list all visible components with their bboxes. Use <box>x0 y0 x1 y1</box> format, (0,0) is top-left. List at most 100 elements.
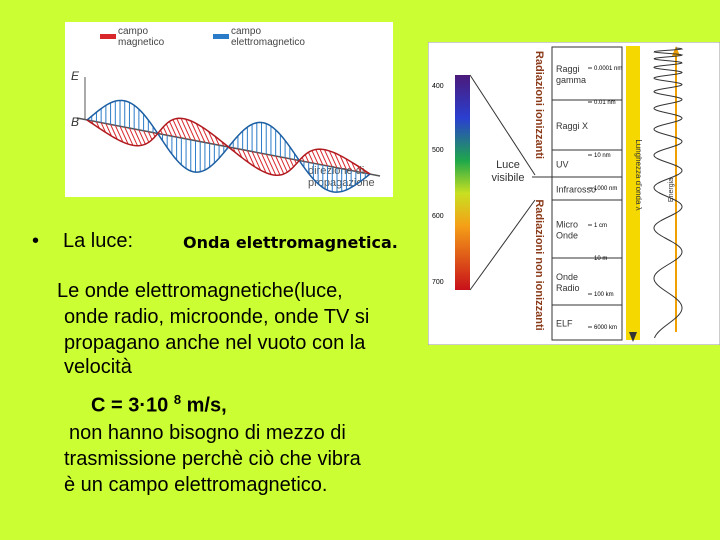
field-vector <box>324 149 333 168</box>
bullet-emphasis: Onda elettromagnetica. <box>183 233 398 252</box>
energy-label: Energia <box>668 178 675 202</box>
field-vector <box>351 162 357 172</box>
field-vector <box>185 118 196 141</box>
band-label: Onde <box>556 272 578 282</box>
b-wave <box>86 117 371 176</box>
field-vector <box>180 118 192 141</box>
nm-label: 600 <box>432 213 444 220</box>
field-vector <box>284 157 291 170</box>
field-vector <box>169 121 178 138</box>
bullet: • <box>32 230 40 252</box>
legend-swatch <box>213 34 229 39</box>
field-vector <box>162 126 168 136</box>
wavelength-arrowhead <box>629 332 637 342</box>
field-vector <box>311 150 319 165</box>
field-vector <box>176 118 187 140</box>
legend-label: campo <box>118 26 148 37</box>
wavelength-label: 6000 km <box>594 325 617 331</box>
field-vector <box>328 150 338 168</box>
field-vector <box>307 152 314 164</box>
field-vector <box>345 158 352 171</box>
wavelength-band <box>626 46 640 340</box>
frequency-wave <box>653 47 684 339</box>
nm-label: 700 <box>432 279 444 286</box>
b-label: B <box>71 115 79 129</box>
wavelength-axis-label: Lunghezza d'onda λ <box>634 139 643 210</box>
field-vector <box>124 126 134 146</box>
band-label: Onde <box>556 231 578 241</box>
field-vector <box>304 154 310 163</box>
field-vector <box>195 123 206 143</box>
field-vector <box>289 158 294 168</box>
paragraph-line: trasmissione perchè ciò che vibra <box>64 448 361 470</box>
band-label: Raggi X <box>556 121 588 131</box>
legend-label: campo <box>231 26 261 37</box>
field-vector <box>242 149 249 163</box>
wave-figure: campomagneticocampoelettromagneticoEBdir… <box>65 22 393 197</box>
field-vector <box>133 128 143 146</box>
band-cell <box>551 304 623 341</box>
connector <box>469 199 536 291</box>
field-vector <box>256 152 267 174</box>
field-vector <box>105 123 113 137</box>
connector <box>469 74 536 176</box>
field-vector <box>128 127 138 146</box>
field-vector <box>251 151 262 171</box>
band-label: Raggi <box>556 64 580 74</box>
field-vector <box>265 153 277 176</box>
visible-label: visibile <box>491 172 524 184</box>
field-vector <box>114 125 124 143</box>
nm-label: 500 <box>432 147 444 154</box>
legend-label: magnetico <box>118 37 165 48</box>
field-vector <box>214 136 220 146</box>
e-label: E <box>71 69 80 83</box>
field-vector <box>190 120 201 142</box>
paragraph-line: è un campo elettromagnetico. <box>64 474 328 496</box>
bullet-label: La luce: <box>63 230 134 252</box>
legend-swatch <box>100 34 116 39</box>
field-vector <box>270 154 281 176</box>
field-vector <box>110 124 118 140</box>
paragraph-line: propagano anche nel vuoto con la <box>64 332 366 354</box>
field-vector <box>237 148 243 158</box>
legend-label: elettromagnetico <box>231 37 305 48</box>
wavelength-label: 0.01 nm <box>594 100 616 106</box>
field-vector <box>334 152 343 169</box>
group-label: Radiazioni non ionizzanti <box>533 199 545 330</box>
paragraph-line: onde radio, microonde, onde TV si <box>64 306 370 328</box>
field-vector <box>319 148 329 167</box>
wavelength-label: 1000 nm <box>594 186 617 192</box>
nm-label: 400 <box>432 83 444 90</box>
paragraph-line: velocità <box>64 356 132 378</box>
wavelength-label: 10 nm <box>594 153 611 159</box>
field-vector <box>172 119 182 139</box>
field-vector <box>147 131 153 140</box>
wavelength-label: 1 cm <box>594 223 607 229</box>
formula-base: C = 3·10 <box>91 394 169 417</box>
band-label: gamma <box>556 75 586 85</box>
formula-exponent: 8 <box>173 392 182 407</box>
band-label: ELF <box>556 319 573 329</box>
visible-label: Luce <box>496 159 520 171</box>
field-vector <box>315 149 324 166</box>
formula: C = 3·10 8 m/s, <box>91 388 227 418</box>
paragraph-line: Le onde elettromagnetiche(luce, <box>57 280 343 302</box>
paragraph-line: non hanno bisogno di mezzo di <box>69 422 346 444</box>
field-vector <box>100 122 107 133</box>
wavelength-label: 100 km <box>594 292 614 298</box>
field-vector <box>201 126 211 144</box>
formula-unit: m/s, <box>186 394 227 417</box>
band-label: Infrarosso <box>556 185 596 195</box>
band-label: UV <box>556 160 569 170</box>
field-vector <box>138 129 146 145</box>
group-label: Radiazioni ionizzanti <box>533 51 545 159</box>
band-label: Micro <box>556 220 578 230</box>
field-vector <box>165 123 173 137</box>
field-vector <box>275 155 285 175</box>
wavelength-label: 0.0001 nm <box>594 66 622 72</box>
visible-strip <box>455 75 470 290</box>
field-vector <box>261 153 272 175</box>
wavelength-label: 10 m <box>594 256 607 262</box>
field-vector <box>119 126 129 145</box>
